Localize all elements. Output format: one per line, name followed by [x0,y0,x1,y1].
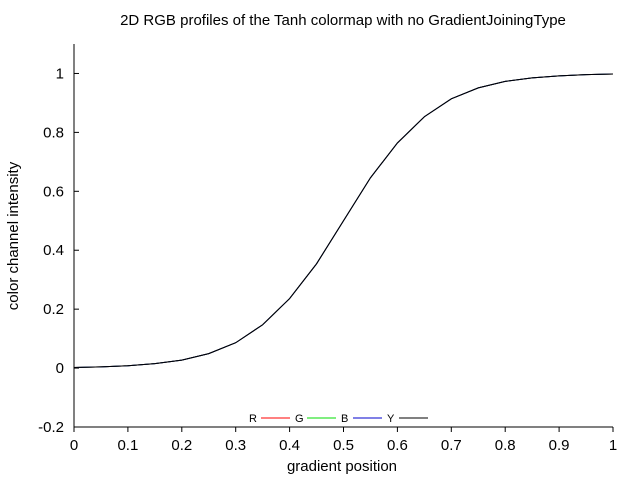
x-axis-label: gradient position [287,458,397,475]
x-tick-label: 0.4 [279,437,300,454]
y-tick-label: 0.8 [43,124,64,141]
x-tick-label: 0.7 [441,437,462,454]
x-tick-label: 0.8 [495,437,516,454]
x-ticks: 0 0.1 0.2 0.3 0.4 0.5 0.6 0.7 0.8 0.9 1 [70,427,617,454]
x-tick-label: 0.1 [117,437,138,454]
x-tick-label: 0 [70,437,78,454]
y-tick-label: -0.2 [38,419,64,436]
y-tick-label: 0.6 [43,183,64,200]
x-tick-label: 1 [609,437,617,454]
chart-title: 2D RGB profiles of the Tanh colormap wit… [120,12,566,29]
x-tick-label: 0.2 [171,437,192,454]
y-tick-label: 0.2 [43,301,64,318]
legend-label-y: Y [387,413,395,425]
y-axis-label: color channel intensity [5,161,22,310]
series-lines [73,73,614,368]
legend-label-b: B [341,413,348,425]
x-tick-label: 0.6 [387,437,408,454]
y-tick-label: 0 [56,360,64,377]
x-tick-label: 0.9 [549,437,570,454]
x-tick-label: 0.5 [333,437,354,454]
y-tick-label: 1 [56,65,64,82]
series-line-y [73,73,614,368]
y-tick-label: 0.4 [43,242,64,259]
legend-label-r: R [249,413,257,425]
axes [73,44,613,428]
y-ticks: -0.2 0 0.2 0.4 0.6 0.8 1 [38,65,79,436]
legend-label-g: G [295,413,304,425]
x-tick-label: 0.3 [225,437,246,454]
